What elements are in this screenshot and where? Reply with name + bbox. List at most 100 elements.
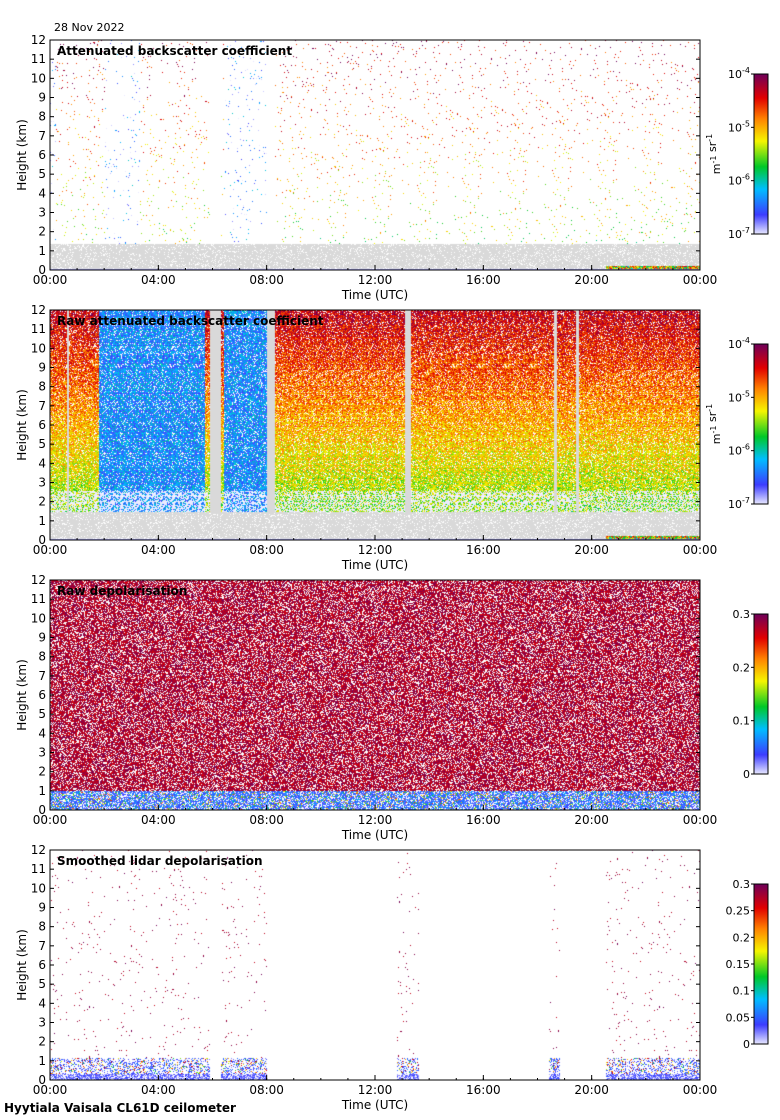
y-tick-label: 2 xyxy=(38,765,46,779)
colorbar xyxy=(753,343,769,505)
x-tick-label: 00:00 xyxy=(33,543,68,557)
x-tick-label: 12:00 xyxy=(358,273,393,287)
x-tick-label: 00:00 xyxy=(683,543,718,557)
x-tick-label: 12:00 xyxy=(358,813,393,827)
y-tick-label: 7 xyxy=(38,669,46,683)
y-tick-label: 12 xyxy=(31,573,46,587)
colorbar-unit-label: m-1 sr-1 xyxy=(705,404,723,444)
y-tick-label: 11 xyxy=(31,862,46,876)
colorbar-tick-label: 10-6 xyxy=(728,173,750,188)
y-tick-label: 2 xyxy=(38,495,46,509)
y-tick-label: 1 xyxy=(38,244,46,258)
x-tick-label: 16:00 xyxy=(466,813,501,827)
y-tick-label: 5 xyxy=(38,977,46,991)
panel-title: Raw depolarisation xyxy=(57,584,187,598)
y-tick-label: 5 xyxy=(38,437,46,451)
x-tick-label: 00:00 xyxy=(33,813,68,827)
y-tick-label: 8 xyxy=(38,650,46,664)
x-axis-label: Time (UTC) xyxy=(341,558,408,572)
heatmap-field xyxy=(50,310,700,540)
y-tick-label: 9 xyxy=(38,631,46,645)
y-tick-label: 12 xyxy=(31,33,46,47)
colorbar-tick-label: 10-4 xyxy=(728,66,750,81)
panel-2: Raw attenuated backscatter coefficient 0 1… xyxy=(15,303,769,572)
colorbar-tick-label: 0 xyxy=(743,1038,750,1051)
colorbar-tick-label: 0.3 xyxy=(733,878,751,891)
y-tick-label: 3 xyxy=(38,206,46,220)
x-tick-label: 00:00 xyxy=(33,1083,68,1097)
y-tick-label: 9 xyxy=(38,361,46,375)
x-tick-label: 20:00 xyxy=(574,813,609,827)
colorbar-tick-label: 10-7 xyxy=(728,496,750,511)
colorbar-tick-label: 0 xyxy=(743,768,750,781)
x-tick-label: 04:00 xyxy=(141,543,176,557)
colorbar-tick-label: 10-5 xyxy=(728,119,750,134)
y-tick-label: 2 xyxy=(38,225,46,239)
x-axis-label: Time (UTC) xyxy=(341,288,408,302)
panel-title: Smoothed lidar depolarisation xyxy=(57,854,263,868)
colorbar-unit-label: m-1 sr-1 xyxy=(705,134,723,174)
x-tick-label: 00:00 xyxy=(683,1083,718,1097)
y-tick-label: 4 xyxy=(38,456,46,470)
x-tick-label: 08:00 xyxy=(249,273,284,287)
y-tick-label: 1 xyxy=(38,514,46,528)
y-tick-label: 10 xyxy=(31,341,46,355)
x-axis-label: Time (UTC) xyxy=(341,1098,408,1112)
y-tick-label: 10 xyxy=(31,881,46,895)
y-tick-label: 0 xyxy=(38,803,46,817)
colorbar-tick-label: 10-7 xyxy=(728,226,750,241)
x-tick-label: 16:00 xyxy=(466,1083,501,1097)
colorbar-tick-label: 0.2 xyxy=(733,661,751,674)
x-tick-label: 12:00 xyxy=(358,543,393,557)
y-tick-label: 8 xyxy=(38,920,46,934)
colorbar-tick-label: 0.25 xyxy=(726,905,751,918)
y-tick-label: 12 xyxy=(31,303,46,317)
colorbar-tick-label: 0.3 xyxy=(733,608,751,621)
y-tick-label: 8 xyxy=(38,380,46,394)
x-tick-label: 08:00 xyxy=(249,543,284,557)
x-axis-label: Time (UTC) xyxy=(341,828,408,842)
colorbar-tick-label: 10-4 xyxy=(728,336,750,351)
x-tick-label: 20:00 xyxy=(574,273,609,287)
y-axis-label: Height (km) xyxy=(15,659,29,730)
x-tick-label: 16:00 xyxy=(466,273,501,287)
y-tick-label: 9 xyxy=(38,91,46,105)
x-tick-label: 08:00 xyxy=(249,1083,284,1097)
y-tick-label: 7 xyxy=(38,129,46,143)
y-tick-label: 4 xyxy=(38,726,46,740)
heatmap-field xyxy=(50,40,700,270)
y-tick-label: 0 xyxy=(38,263,46,277)
y-tick-label: 3 xyxy=(38,1016,46,1030)
colorbar-tick-label: 0.1 xyxy=(733,715,751,728)
y-axis-label: Height (km) xyxy=(15,389,29,460)
date-label: 28 Nov 2022 xyxy=(54,21,125,34)
y-tick-label: 1 xyxy=(38,784,46,798)
colorbar-tick-label: 0.1 xyxy=(733,985,751,998)
y-tick-label: 12 xyxy=(31,843,46,857)
y-tick-label: 5 xyxy=(38,167,46,181)
heatmap-field xyxy=(50,850,700,1080)
y-tick-label: 0 xyxy=(38,533,46,547)
x-tick-label: 16:00 xyxy=(466,543,501,557)
y-tick-label: 4 xyxy=(38,186,46,200)
y-tick-label: 6 xyxy=(38,688,46,702)
panel-title: Attenuated backscatter coefficient xyxy=(57,44,292,58)
heatmap-field xyxy=(50,580,700,810)
y-tick-label: 3 xyxy=(38,476,46,490)
panel-1: Attenuated backscatter coefficient012345… xyxy=(15,33,769,302)
y-tick-label: 0 xyxy=(38,1073,46,1087)
panel-4: Smoothed lidar depolarisation01234567891… xyxy=(15,843,769,1112)
panel-title: Raw attenuated backscatter coefficient xyxy=(57,314,324,328)
colorbar-tick-label: 0.2 xyxy=(733,931,751,944)
colorbar-tick-label: 0.05 xyxy=(726,1011,751,1024)
y-tick-label: 1 xyxy=(38,1054,46,1068)
y-tick-label: 10 xyxy=(31,71,46,85)
y-axis-label: Height (km) xyxy=(15,119,29,190)
y-tick-label: 10 xyxy=(31,611,46,625)
y-tick-label: 3 xyxy=(38,746,46,760)
x-tick-label: 00:00 xyxy=(683,813,718,827)
colorbar xyxy=(753,883,769,1045)
y-tick-label: 11 xyxy=(31,52,46,66)
x-tick-label: 20:00 xyxy=(574,543,609,557)
